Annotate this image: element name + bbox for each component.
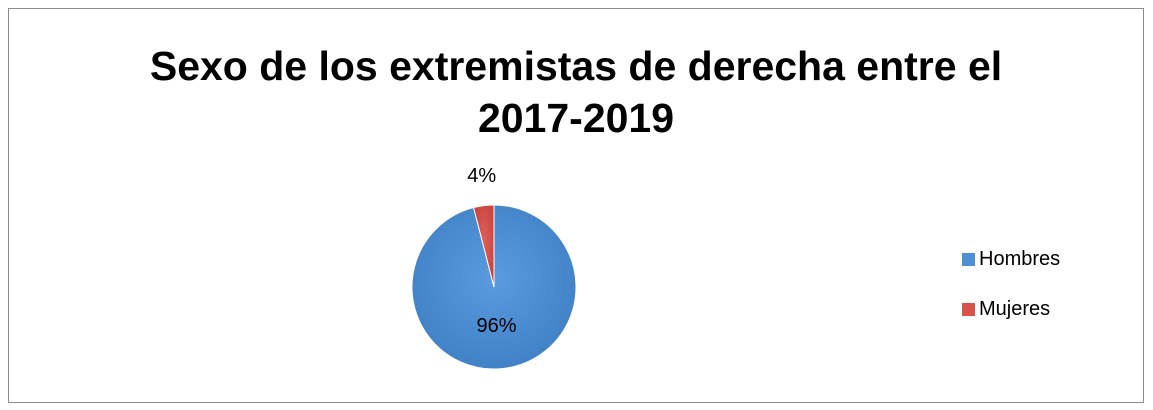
- pie-slices: [411, 204, 577, 370]
- chart-title-line-1: Sexo de los extremistas de derecha entre…: [149, 43, 1003, 89]
- legend-item-hombres: Hombres: [962, 247, 1061, 270]
- legend-label-mujeres: Mujeres: [979, 297, 1051, 320]
- pie-data-labels: 96% 4%: [467, 165, 517, 337]
- legend-item-mujeres: Mujeres: [962, 297, 1060, 320]
- legend-swatch-hombres: [962, 252, 975, 266]
- legend-swatch-mujeres: [962, 302, 975, 316]
- chart-title-line-2: 2017-2019: [477, 95, 675, 141]
- chart-title: Sexo de los extremistas de derecha entre…: [8, 40, 1144, 144]
- pie-label-mujeres: 4%: [467, 165, 496, 187]
- legend: Hombres Mujeres: [962, 247, 1061, 349]
- pie-label-hombres: 96%: [477, 315, 517, 337]
- chart-frame: [8, 8, 1144, 403]
- legend-label-hombres: Hombres: [979, 247, 1061, 270]
- pie-slice-mujeres: [472, 204, 495, 288]
